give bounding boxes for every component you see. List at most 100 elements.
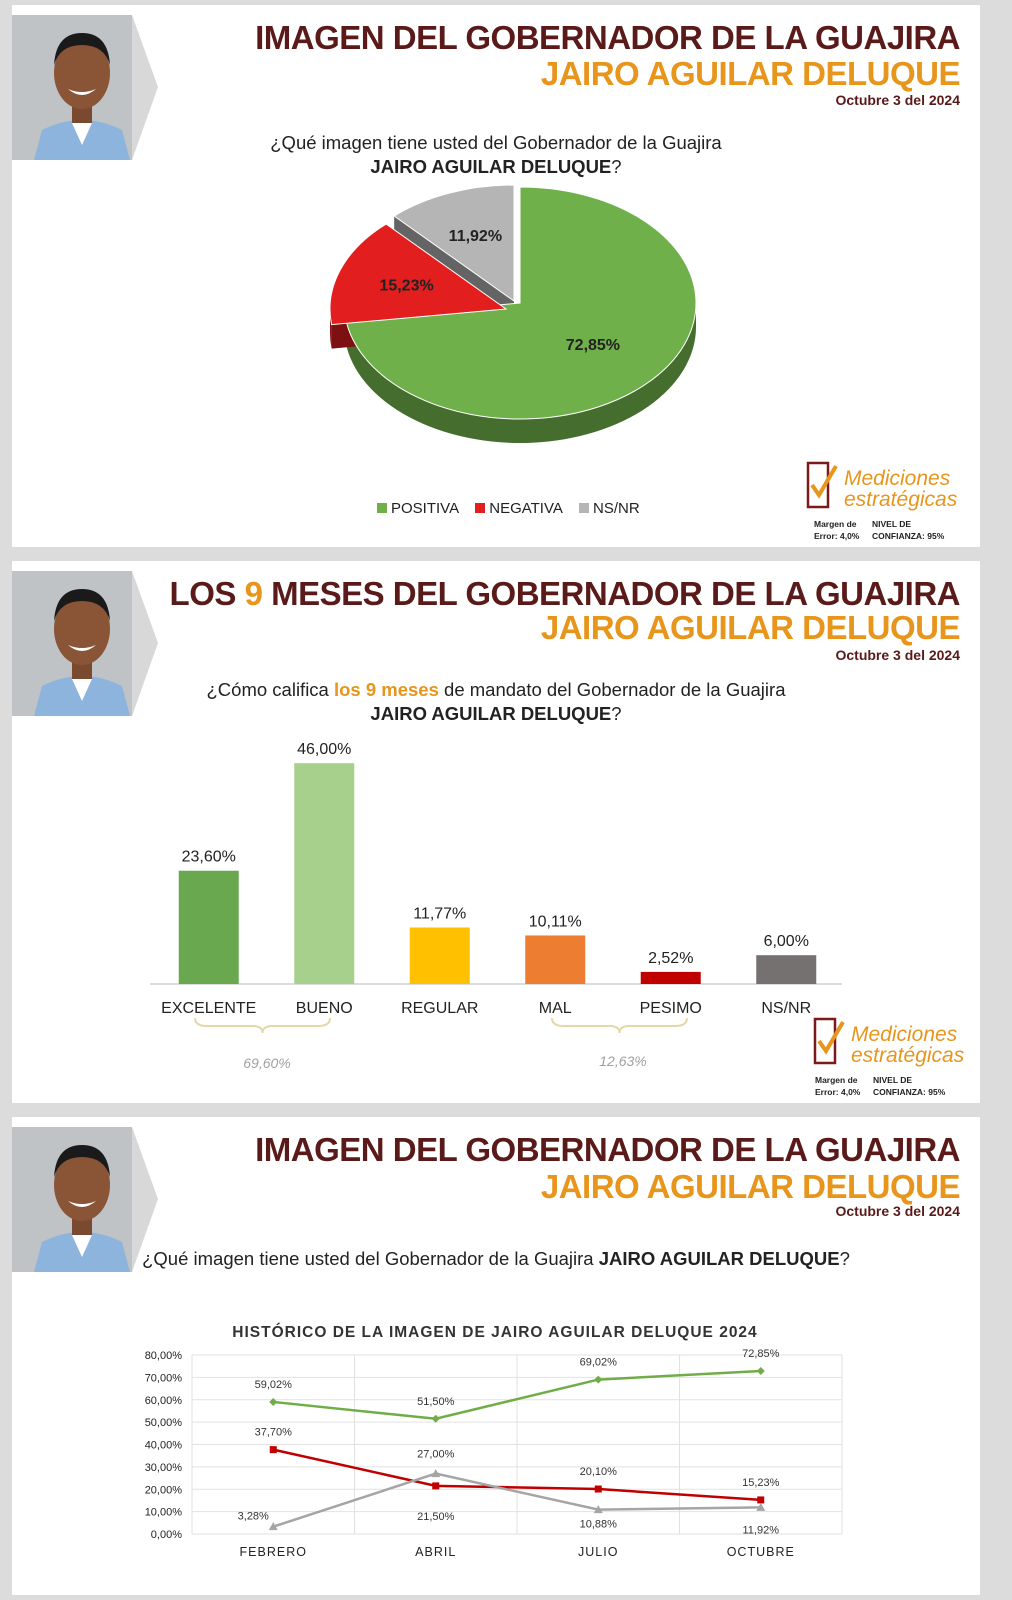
panel-image-pie: IMAGEN DEL GOBERNADOR DE LA GUAJIRA JAIR…	[12, 5, 980, 547]
title-line2: JAIRO AGUILAR DELUQUE	[540, 55, 961, 92]
bar-value-label: 10,11%	[529, 913, 582, 930]
group-label-positive: 69,60%	[243, 1055, 290, 1071]
panel-9-months-bar: LOS 9 MESES DEL GOBERNADOR DE LA GUAJIRA…	[12, 561, 980, 1103]
series-point	[756, 1366, 765, 1375]
series-point	[269, 1397, 278, 1406]
bar-mal	[525, 935, 586, 984]
x-tick-label: FEBRERO	[240, 1545, 307, 1559]
x-tick-label: JULIO	[578, 1545, 618, 1559]
title-line2: JAIRO AGUILAR DELUQUE	[540, 609, 961, 646]
bar-bueno	[294, 763, 355, 984]
pie-slice-positiva-label: 72,85%	[566, 337, 620, 354]
series-line-2	[272, 1472, 761, 1528]
series-point-label: 11,92%	[743, 1524, 780, 1536]
pie-slice-negativa	[329, 223, 508, 326]
mediciones-logo: Mediciones estratégicas Margen de Error:…	[806, 461, 958, 541]
logo-conf-label: NIVEL DE	[872, 519, 911, 529]
logo-conf-value: CONFIANZA: 95%	[872, 531, 945, 541]
question-end: ?	[611, 703, 622, 724]
bar-nsnr	[756, 955, 817, 984]
title-line1: IMAGEN DEL GOBERNADOR DE LA GUAJIRA	[255, 19, 960, 56]
line-chart-title: HISTÓRICO DE LA IMAGEN DE JAIRO AGUILAR …	[232, 1323, 757, 1341]
y-tick-label: 10,00%	[145, 1507, 183, 1519]
bar-category-label: PESIMO	[640, 1000, 702, 1017]
pie-slice-positiva	[344, 186, 697, 420]
logo-conf-value: CONFIANZA: 95%	[873, 1087, 946, 1097]
title-num: 9	[244, 575, 263, 612]
bar-value-label: 46,00%	[297, 741, 351, 758]
logo-conf-label: NIVEL DE	[873, 1075, 912, 1085]
title-a: LOS	[169, 575, 245, 612]
question-a: ¿Qué imagen tiene usted del Gobernador d…	[142, 1248, 599, 1269]
series-point-label: 21,50%	[417, 1511, 455, 1523]
legend-negativa: NEGATIVA	[489, 499, 563, 517]
series-point	[594, 1375, 603, 1384]
governor-photo	[12, 15, 158, 160]
y-tick-label: 40,00%	[145, 1440, 183, 1452]
question-name: JAIRO AGUILAR DELUQUE	[370, 703, 612, 724]
governor-photo	[12, 571, 158, 716]
date: Octubre 3 del 2024	[835, 92, 960, 108]
governor-photo	[12, 1127, 158, 1272]
series-point	[268, 1522, 278, 1531]
legend-nsnr: NS/NR	[593, 499, 640, 517]
logo-margin-label: Margen de	[815, 1075, 858, 1085]
series-line-1	[272, 1448, 761, 1502]
question-end: ?	[839, 1248, 850, 1269]
question: ¿Qué imagen tiene usted del Gobernador d…	[12, 131, 980, 179]
question-end: ?	[611, 156, 622, 177]
bar-chart: 23,60% EXCELENTE 46,00% BUENO 11,77% REGULAR 1…	[150, 741, 842, 1071]
series-point	[756, 1502, 766, 1511]
series-point	[594, 1485, 602, 1493]
series-point-label: 27,00%	[417, 1449, 455, 1461]
series-point-label: 59,02%	[255, 1379, 293, 1391]
bar-pesimo	[640, 971, 701, 984]
y-tick-label: 60,00%	[145, 1395, 183, 1407]
bar-category-label: REGULAR	[401, 1000, 478, 1017]
series-point-label: 10,88%	[580, 1519, 618, 1531]
series-point-label: 72,85%	[742, 1348, 780, 1360]
pie-slice-nsnr-label: 11,92%	[449, 228, 502, 245]
x-tick-label: OCTUBRE	[727, 1545, 795, 1559]
bar-regular	[409, 927, 470, 984]
brace-mal-pesimo	[551, 1017, 688, 1034]
series-line-0	[273, 1369, 761, 1421]
series-point	[431, 1414, 440, 1423]
series-point-label: 69,02%	[580, 1357, 618, 1369]
y-tick-label: 20,00%	[145, 1484, 183, 1496]
title-line2: JAIRO AGUILAR DELUQUE	[540, 1168, 961, 1205]
y-tick-label: 80,00%	[145, 1350, 183, 1362]
legend-swatch-nsnr	[579, 503, 590, 514]
brace-excelente-bueno	[194, 1017, 331, 1034]
bar-category-label: BUENO	[296, 1000, 353, 1017]
series-point-label: 3,28%	[238, 1511, 269, 1523]
bar-category-label: NS/NR	[761, 1000, 811, 1017]
legend-positiva: POSITIVA	[391, 499, 460, 517]
bar-value-label: 2,52%	[648, 950, 693, 967]
series-point-label: 20,10%	[580, 1466, 618, 1478]
logo-margin-value: Error: 4,0%	[815, 1087, 861, 1097]
title-line1: IMAGEN DEL GOBERNADOR DE LA GUAJIRA	[255, 1131, 960, 1168]
series-point-label: 51,50%	[417, 1396, 455, 1408]
y-tick-label: 0,00%	[151, 1529, 182, 1541]
panel-history-line: IMAGEN DEL GOBERNADOR DE LA GUAJIRA JAIR…	[12, 1117, 980, 1595]
bar-excelente	[178, 870, 239, 984]
pie-legend: POSITIVA NEGATIVA NS/NR	[377, 499, 652, 517]
logo-line1: Mediciones	[851, 1023, 958, 1046]
question-hl: los 9 meses	[333, 679, 439, 700]
series-point	[269, 1446, 277, 1454]
legend-swatch-negativa	[475, 503, 486, 514]
logo-line2: estratégicas	[844, 488, 958, 511]
pie-chart: 72,85% 15,23% 11,92%	[329, 185, 697, 444]
series-point	[432, 1482, 440, 1490]
question: ¿Cómo califica los 9 meses de mandato de…	[12, 678, 980, 726]
bar-value-label: 11,77%	[413, 906, 466, 923]
title-line1: LOS 9 MESES DEL GOBERNADOR DE LA GUAJIRA	[169, 575, 961, 613]
date: Octubre 3 del 2024	[835, 1203, 960, 1219]
series-point-label: 37,70%	[255, 1427, 293, 1439]
logo-margin-value: Error: 4,0%	[814, 531, 860, 541]
bar-category-label: EXCELENTE	[161, 1000, 256, 1017]
group-label-negative: 12,63%	[599, 1053, 646, 1069]
question-name: JAIRO AGUILAR DELUQUE	[370, 156, 612, 177]
bar-category-label: MAL	[539, 1000, 572, 1017]
